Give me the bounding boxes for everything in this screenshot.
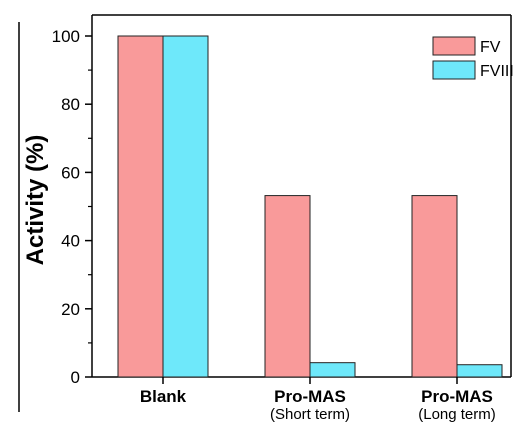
legend: FV FVIII [432,36,514,80]
bar-fv-0 [117,35,164,378]
y-tick-label: 60 [61,163,80,182]
legend-swatch-fv [432,36,476,56]
y-tick-label: 20 [61,300,80,319]
bar-fv-2 [411,195,458,378]
bar-fv-1 [264,195,311,378]
y-tick-label: 100 [52,27,80,46]
bars-group [117,35,503,378]
x-category-label: Pro-MAS [421,387,493,406]
bar-fviii-2 [456,364,503,378]
x-category-sublabel: (Long term) [418,406,496,423]
legend-label-fviii: FVIII [480,63,514,80]
y-axis-title: Activity (%) [22,135,49,266]
legend-swatch-fviii [432,60,476,80]
y-tick-label: 80 [61,95,80,114]
x-category-sublabel: (Short term) [270,406,350,423]
x-category-label: Blank [140,387,187,406]
bar-fviii-1 [309,362,356,378]
x-axis-categories: Blank Pro-MAS(Short term)Pro-MAS(Long ter… [140,377,496,423]
x-category-label: Pro-MAS [274,387,346,406]
y-tick-label: 40 [61,232,80,251]
y-tick-label: 0 [71,368,80,387]
legend-label-fv: FV [480,39,501,56]
y-axis-ticks: 0 20 40 60 80 100 [52,27,92,387]
bar-fviii-0 [162,35,209,378]
